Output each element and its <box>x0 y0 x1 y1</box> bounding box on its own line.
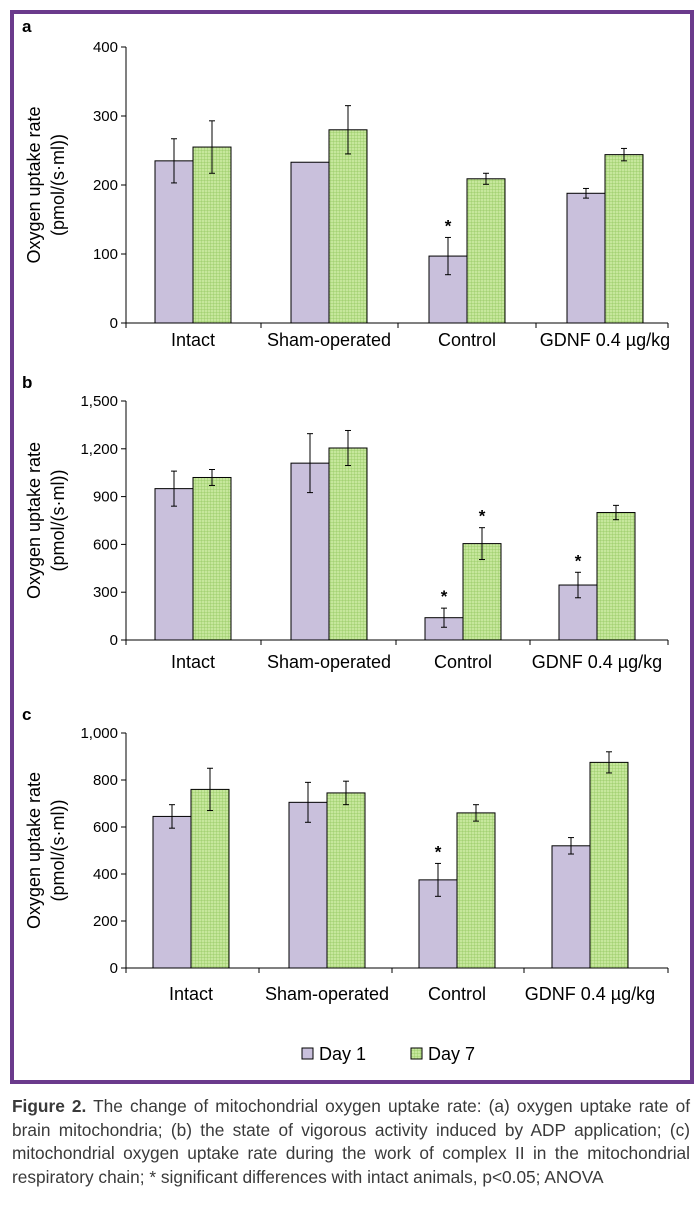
bar-day7 <box>328 447 368 641</box>
y-tick-label: 600 <box>93 819 118 836</box>
y-tick-label: 1,000 <box>80 725 118 742</box>
x-category-label: Sham-operated <box>265 984 389 1004</box>
panel-letter: a <box>22 17 32 36</box>
y-tick-label: 300 <box>93 108 118 125</box>
x-category-label: Sham-operated <box>267 652 391 672</box>
bar-day7 <box>589 761 629 969</box>
y-axis-label-units: (pmol/(s·ml)) <box>48 134 68 236</box>
legend-label-day1: Day 1 <box>319 1044 366 1064</box>
y-tick-label: 400 <box>93 866 118 883</box>
bar-day7 <box>604 154 644 324</box>
y-tick-label: 900 <box>93 489 118 506</box>
bar-day7 <box>466 178 506 324</box>
bar-day7 <box>596 512 636 641</box>
bar-day1 <box>152 815 192 969</box>
x-category-label: GDNF 0.4 µg/kg <box>532 652 662 672</box>
bar-day1 <box>288 801 328 969</box>
bar-day7 <box>328 129 368 324</box>
caption-label: Figure 2. <box>12 1096 87 1116</box>
bar-day1 <box>154 160 194 324</box>
y-tick-label: 0 <box>110 632 118 649</box>
chart-panel-a: a 0 100 200 300 400 Oxygen uptake rate (pmol/(s… <box>22 17 670 350</box>
panel-letter: b <box>22 373 32 392</box>
y-tick-label: 1,500 <box>80 393 118 410</box>
y-axis-label: Oxygen uptake rate <box>24 106 44 263</box>
y-tick-label: 200 <box>93 913 118 930</box>
bar-day7 <box>326 792 366 969</box>
chart-panel-c: c 0 200 400 600 800 1,000 Oxygen uptake rate (pm… <box>22 705 669 1004</box>
figure-caption: Figure 2. The change of mitochondrial ox… <box>12 1095 690 1189</box>
y-tick-label: 400 <box>93 39 118 56</box>
x-category-label: GDNF 0.4 µg/kg <box>525 984 655 1004</box>
bar-day1 <box>290 161 330 324</box>
bar-day7 <box>190 788 230 969</box>
x-category-label: GDNF 0.4 µg/kg <box>540 330 670 350</box>
legend-label-day7: Day 7 <box>428 1044 475 1064</box>
bar-day1 <box>551 845 591 969</box>
panel-letter: c <box>22 705 31 724</box>
significance-marker: * <box>445 216 452 235</box>
figure-frame <box>10 10 694 1084</box>
bar-day1 <box>566 192 606 324</box>
y-axis-label-units: (pmol/(s·ml)) <box>48 470 68 572</box>
y-tick-label: 600 <box>93 536 118 553</box>
x-category-label: Intact <box>171 330 215 350</box>
bar-day7 <box>192 476 232 641</box>
y-axis-label: Oxygen uptake rate <box>24 442 44 599</box>
chart-panel-b: b 0 300 600 900 1,200 1,500 Oxygen uptake rate(… <box>22 373 669 672</box>
x-category-label: Sham-operated <box>267 330 391 350</box>
bar-day7 <box>456 812 496 969</box>
y-tick-label: 200 <box>93 177 118 194</box>
legend-swatch-day7 <box>410 1047 423 1060</box>
y-axis-label-units: (pmol/(s·ml)) <box>48 800 68 902</box>
bar-day1 <box>154 488 194 641</box>
y-tick-label: 800 <box>93 772 118 789</box>
y-tick-label: 300 <box>93 584 118 601</box>
y-tick-label: 100 <box>93 246 118 263</box>
legend-swatch-day1 <box>301 1047 314 1060</box>
y-axis-label: Oxygen uptake rate <box>24 772 44 929</box>
significance-marker: * <box>575 551 582 570</box>
x-category-label: Control <box>428 984 486 1004</box>
x-category-label: Control <box>438 330 496 350</box>
y-tick-label: 0 <box>110 315 118 332</box>
significance-marker: * <box>479 507 486 526</box>
significance-marker: * <box>441 587 448 606</box>
x-category-label: Control <box>434 652 492 672</box>
x-category-label: Intact <box>171 652 215 672</box>
y-tick-label: 0 <box>110 960 118 977</box>
caption-text: The change of mitochondrial oxygen uptak… <box>12 1096 690 1187</box>
x-category-label: Intact <box>169 984 213 1004</box>
legend: Day 1 Day 7 <box>301 1044 475 1064</box>
y-tick-label: 1,200 <box>80 441 118 458</box>
significance-marker: * <box>435 842 442 861</box>
